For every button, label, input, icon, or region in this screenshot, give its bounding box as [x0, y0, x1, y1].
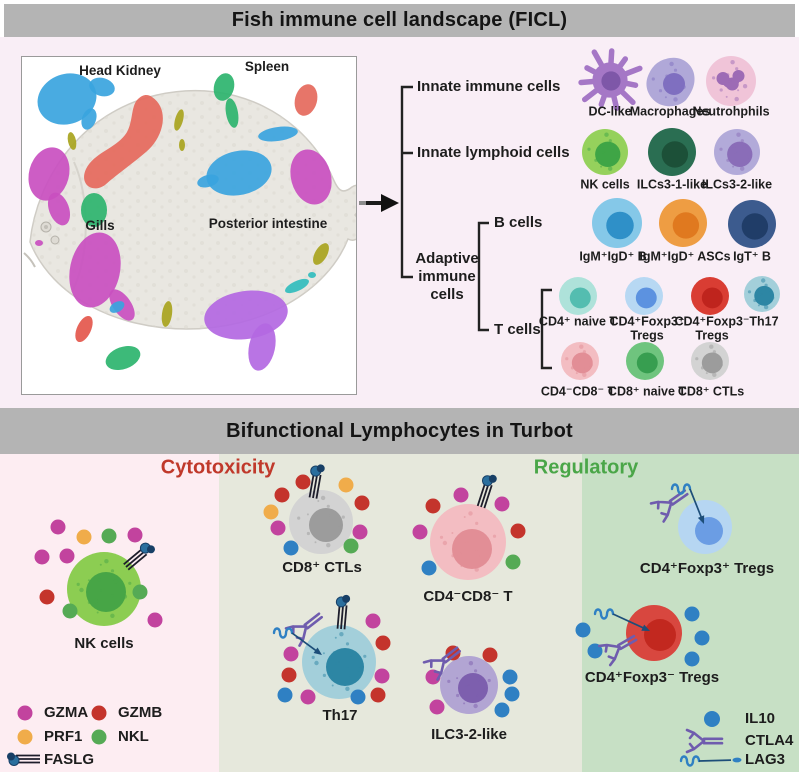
- bottom-cell-label-ilc3-2-like: ILC3-2-like: [431, 726, 507, 744]
- legend-left-label-gzma: GZMA: [44, 704, 89, 722]
- organ-label-posterior-intestine: Posterior intestine: [208, 215, 328, 231]
- umap-cluster-magenta: [290, 149, 332, 205]
- bottom-cell-label-cd4-foxp3pos-tregs: CD4⁺Foxp3⁺ Tregs: [639, 560, 775, 578]
- umap-cluster-blue: [258, 126, 298, 142]
- cell-type-label2-cd4-foxp3pos-tregs: Tregs: [630, 328, 664, 343]
- bottom-cell-label-nk-cells: NK cells: [74, 635, 134, 653]
- cell-type-label-cd8-naive-t: CD8⁺ naive T: [607, 384, 687, 399]
- umap-cluster-magenta: [35, 240, 43, 246]
- cell-type-label-cd4-cd8-t: CD4⁻CD8⁻ T: [540, 384, 616, 399]
- umap-cluster-salmon: [84, 94, 163, 189]
- cell-type-label-nk-cells: NK cells: [580, 177, 630, 192]
- bottom-cell-label-cd4-cd8-t: CD4⁻CD8⁻ T: [423, 588, 513, 606]
- fish-umap-panel: [21, 56, 357, 395]
- section-title-cytotoxicity: Cytotoxicity: [160, 456, 276, 479]
- tree-label-innate-lymphoid: Innate lymphoid cells: [417, 144, 570, 162]
- bottom-cell-label-th17: Th17: [322, 707, 358, 725]
- top-header-title: Fish immune cell landscape (FICL): [231, 9, 568, 31]
- cell-type-label-igm-igd-ascs: IgM⁺IgD⁺ ASCs: [639, 249, 731, 264]
- cell-type-label-th17: Th17: [749, 314, 779, 329]
- umap-cluster-olive: [67, 132, 77, 150]
- bottom-cell-label-cd8-ctls: CD8⁺ CTLs: [282, 559, 362, 577]
- tree-label-adaptive-1: Adaptive: [415, 250, 479, 268]
- cell-type-label-igt-b: IgT⁺ B: [733, 249, 771, 264]
- cell-type-label-neutrophils: Neutrohphils: [692, 104, 770, 119]
- cytotoxicity-panel: [0, 454, 219, 772]
- cell-type-label-cd8-ctls: CD8⁺ CTLs: [677, 384, 745, 399]
- organ-label-gills: Gills: [85, 217, 115, 233]
- cell-type-label-cd4-foxp3pos-tregs: CD4⁺Foxp3⁺: [609, 314, 685, 329]
- section-title-regulatory: Regulatory: [533, 456, 639, 479]
- umap-cluster-magenta: [28, 147, 70, 201]
- umap-cluster-green: [213, 73, 235, 101]
- legend-right-label-ctla4: CTLA4: [745, 732, 794, 750]
- cell-type-label-igm-igd-b: IgM⁺IgD⁺ B: [579, 249, 647, 264]
- tree-label-innate-immune: Innate immune cells: [417, 78, 561, 96]
- umap-cluster-olive: [179, 139, 185, 151]
- cell-type-label2-cd4-foxp3neg-tregs: Tregs: [695, 328, 729, 343]
- fish-eye: [50, 235, 60, 245]
- bottom-header-title: Bifunctional Lymphocytes in Turbot: [226, 419, 573, 442]
- umap-cluster-magenta: [47, 192, 71, 226]
- umap-cluster-magenta: [69, 232, 121, 308]
- legend-left-label-faslg: FASLG: [44, 751, 95, 769]
- umap-cluster-blue: [89, 77, 115, 97]
- bifunctional-panel: [219, 454, 582, 772]
- organ-label-head-kidney: Head Kidney: [79, 62, 161, 78]
- umap-cluster-green: [81, 193, 107, 227]
- umap-cluster-blue: [81, 108, 97, 130]
- fish-umap-illustration: [23, 73, 356, 371]
- tree-label-adaptive-3: cells: [430, 286, 464, 304]
- umap-cluster-olive: [313, 243, 329, 265]
- umap-cluster-teal: [285, 278, 309, 294]
- cell-type-label-cd4-naive-t: CD4⁺ naive T: [538, 314, 618, 329]
- legend-right-label-lag3: LAG3: [745, 751, 786, 769]
- tree-label-t-cells: T cells: [494, 321, 541, 339]
- umap-cluster-olive: [174, 109, 184, 131]
- umap-cluster-olive: [161, 301, 173, 327]
- tree-label-b-cells: B cells: [494, 214, 543, 232]
- umap-cluster-green: [225, 98, 239, 128]
- umap-cluster-blue: [206, 150, 272, 196]
- legend-left-label-prf1: PRF1: [44, 728, 83, 746]
- organ-label-spleen: Spleen: [244, 58, 290, 74]
- legend-left-label-nkl: NKL: [118, 728, 149, 746]
- umap-cluster-blue: [109, 301, 125, 313]
- umap-cluster-green: [105, 345, 141, 371]
- cell-type-label-cd4-foxp3neg-tregs: CD4⁺Foxp3⁻: [674, 314, 750, 329]
- umap-cluster-salmon: [294, 84, 318, 116]
- umap-cluster-red: [75, 315, 93, 343]
- bottom-header-bar: Bifunctional Lymphocytes in Turbot: [0, 408, 799, 454]
- cell-type-label-dc-like: DC-like: [588, 104, 632, 119]
- cell-type-label-macrophages: Macrophages: [629, 104, 711, 119]
- cell-type-label-ilcs3-1-like: ILCs3-1-like: [636, 177, 708, 192]
- umap-cluster-teal: [308, 272, 316, 278]
- umap-clusters: [28, 73, 332, 371]
- bottom-cell-label-cd4-foxp3neg-tregs: CD4⁺Foxp3⁻ Tregs: [584, 669, 720, 687]
- umap-cluster-violet: [248, 323, 276, 371]
- top-header-bar: Fish immune cell landscape (FICL): [4, 4, 795, 37]
- umap-cluster-blue: [197, 174, 219, 188]
- legend-left-label-gzmb: GZMB: [118, 704, 163, 722]
- legend-right-label-il10: IL10: [745, 710, 776, 728]
- cell-type-label-ilcs3-2-like: ILCs3-2-like: [701, 177, 773, 192]
- umap-cluster-blue: [37, 73, 97, 125]
- tree-label-adaptive-2: immune: [418, 268, 476, 286]
